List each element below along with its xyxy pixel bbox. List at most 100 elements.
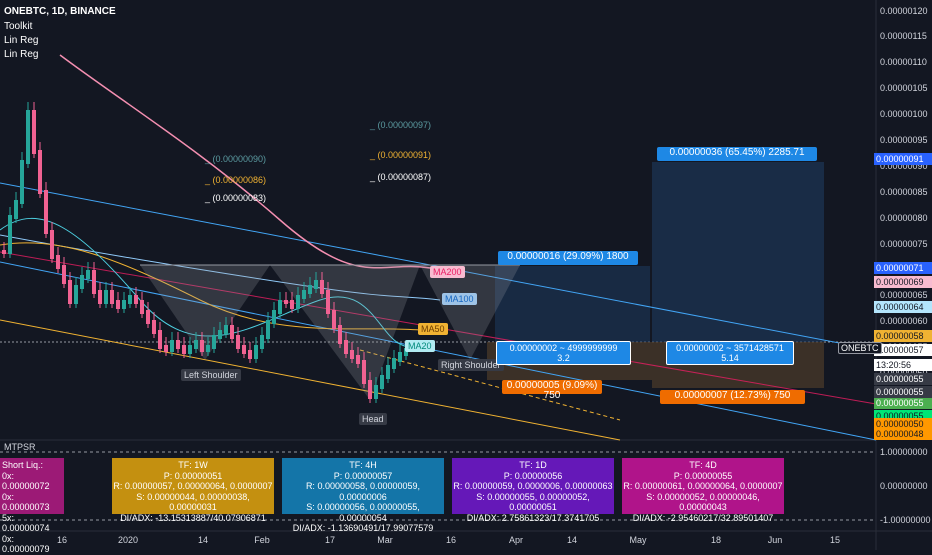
candle-body [296, 295, 300, 309]
tf-line: TF: 4D [689, 460, 717, 470]
candle-body [386, 365, 390, 379]
candle-body [218, 330, 222, 339]
candle-body [116, 300, 120, 309]
candle-body [8, 215, 12, 254]
candle-body [32, 110, 36, 154]
candle-body [212, 335, 216, 349]
ma50-tag[interactable]: MA50 [418, 323, 448, 335]
tf-line: S: 0.00000052, 0.00000046, 0.00000043 [646, 491, 760, 513]
candle-body [236, 335, 240, 349]
time-tick: Feb [254, 535, 270, 545]
candle-body [356, 355, 360, 364]
candle-body [362, 360, 366, 384]
symbol-price-label: ONEBTC [838, 342, 882, 354]
tf-line: R: 0.00000058, 0.00000059, 0.00000006 [305, 481, 421, 502]
price-tick: 0.00000110 [880, 57, 927, 67]
rr-line: 3.2 [557, 353, 570, 363]
time-tick: 16 [56, 535, 68, 545]
candle-body [398, 352, 402, 362]
candle-body [128, 295, 132, 304]
candle-body [320, 280, 324, 294]
time-tick: 16 [445, 535, 457, 545]
indicator-lin-reg-2[interactable]: Lin Reg [4, 49, 39, 60]
time-tick: 17 [324, 535, 336, 545]
symbol-title: ONEBTC, 1D, BINANCE [4, 6, 116, 17]
ma200-tag[interactable]: MA200 [430, 266, 465, 278]
candle-body [194, 340, 198, 349]
tf-line: P: 0.00000051 [163, 470, 223, 481]
candle-body [302, 290, 306, 299]
candle-body [350, 350, 354, 359]
tf-pivot-box: TF: 1D P: 0.00000056 R: 0.00000059, 0.0000… [452, 458, 614, 523]
level-label: _ (0.00000091) [370, 150, 432, 160]
price-tick: 0.00000075 [880, 239, 928, 249]
candle-body [374, 385, 378, 399]
time-tick: 15 [829, 535, 841, 545]
candle-body [140, 300, 144, 314]
price-tick: 0.00000090 [880, 161, 928, 171]
candle-body [20, 160, 24, 204]
candle-body [314, 280, 318, 289]
target-box[interactable]: 0.00000016 (29.09%) 1800 [498, 251, 638, 265]
liq-line: 5x: 0.00000074 [2, 512, 50, 534]
tf-line: DI/ADX: -1.13690491/17.99077579 [292, 523, 434, 533]
tf-line: S: 0.00000044, 0.00000038, 0.00000031 [136, 491, 250, 513]
level-label: _ (0.00000086) [205, 175, 267, 185]
price-tag: 0.00000048 [874, 428, 932, 440]
tf-line: P: 0.00000055 [673, 470, 733, 481]
rr-line: 5.14 [721, 353, 739, 363]
tf-pivot-box: TF: 4D P: 0.00000055 R: 0.00000061, 0.0000… [622, 458, 784, 523]
candle-body [170, 340, 174, 352]
price-tick: 0.00000115 [880, 31, 927, 41]
indicator-lin-reg-1[interactable]: Lin Reg [4, 35, 39, 46]
price-tick: 0.00000105 [880, 83, 928, 93]
stop-box[interactable]: 0.00000005 (9.09%) 750 [502, 380, 602, 401]
price-tick: 0.00000100 [880, 109, 928, 119]
tf-pivot-box: TF: 1W P: 0.00000051 R: 0.00000057, 0.0000… [112, 458, 274, 523]
candle-body [158, 330, 162, 349]
head-label[interactable]: Head [359, 413, 387, 425]
short-liq-box: Short Liq.: 0x: 0.00000072 0x: 0.0000007… [0, 458, 64, 554]
risk-reward-box[interactable]: 0.00000002 ~ 4999999999 3.2 [496, 341, 631, 365]
oscillator-title[interactable]: MTPSR [4, 442, 36, 452]
indicator-toolkit[interactable]: Toolkit [4, 21, 33, 32]
candle-body [80, 275, 84, 289]
candle-body [272, 310, 276, 324]
left-shoulder-label[interactable]: Left Shoulder [181, 369, 241, 381]
osc-tick: 1.00000000 [880, 447, 928, 457]
candle-body [92, 270, 96, 294]
time-tick: Mar [377, 535, 393, 545]
time-tick: 18 [710, 535, 722, 545]
time-tick: 2020 [117, 535, 139, 545]
ma20-tag[interactable]: MA20 [405, 340, 435, 352]
tf-line: R: 0.00000057, 0.00000064, 0.0000007 [113, 481, 273, 491]
candle-body [134, 295, 138, 304]
rr-line: 0.00000002 ~ 3571428571 [676, 343, 784, 353]
candle-body [122, 300, 126, 309]
price-tick: 0.00000080 [880, 213, 928, 223]
candle-body [338, 325, 342, 344]
time-tick: Jun [767, 535, 783, 545]
time-tick: 14 [197, 535, 209, 545]
price-tag: 0.00000050 [874, 418, 932, 430]
price-tag: 0.00000058 [874, 330, 932, 342]
price-tick: 0.00000060 [880, 316, 928, 326]
candle-body [200, 340, 204, 352]
candle-body [344, 340, 348, 354]
candle-body [380, 375, 384, 389]
price-tag: 0.00000071 [874, 262, 932, 274]
tf-line: TF: 1W [178, 460, 208, 470]
right-shoulder-label[interactable]: Right Shoulder [438, 359, 504, 371]
candle-body [104, 290, 108, 304]
candle-body [230, 325, 234, 339]
liq-line: 0x: 0.00000079 [2, 533, 50, 555]
risk-reward-box[interactable]: 0.00000002 ~ 3571428571 5.14 [666, 341, 794, 365]
candle-body [182, 345, 186, 354]
stop-box[interactable]: 0.00000007 (12.73%) 750 [660, 390, 805, 404]
target-box[interactable]: 0.00000036 (65.45%) 2285.71 [657, 147, 817, 161]
level-label: _ (0.00000090) [205, 154, 267, 164]
candle-body [404, 348, 408, 356]
ma100-tag[interactable]: MA100 [442, 293, 477, 305]
candle-body [38, 150, 42, 194]
price-tag: 0.00000055 [874, 397, 932, 409]
